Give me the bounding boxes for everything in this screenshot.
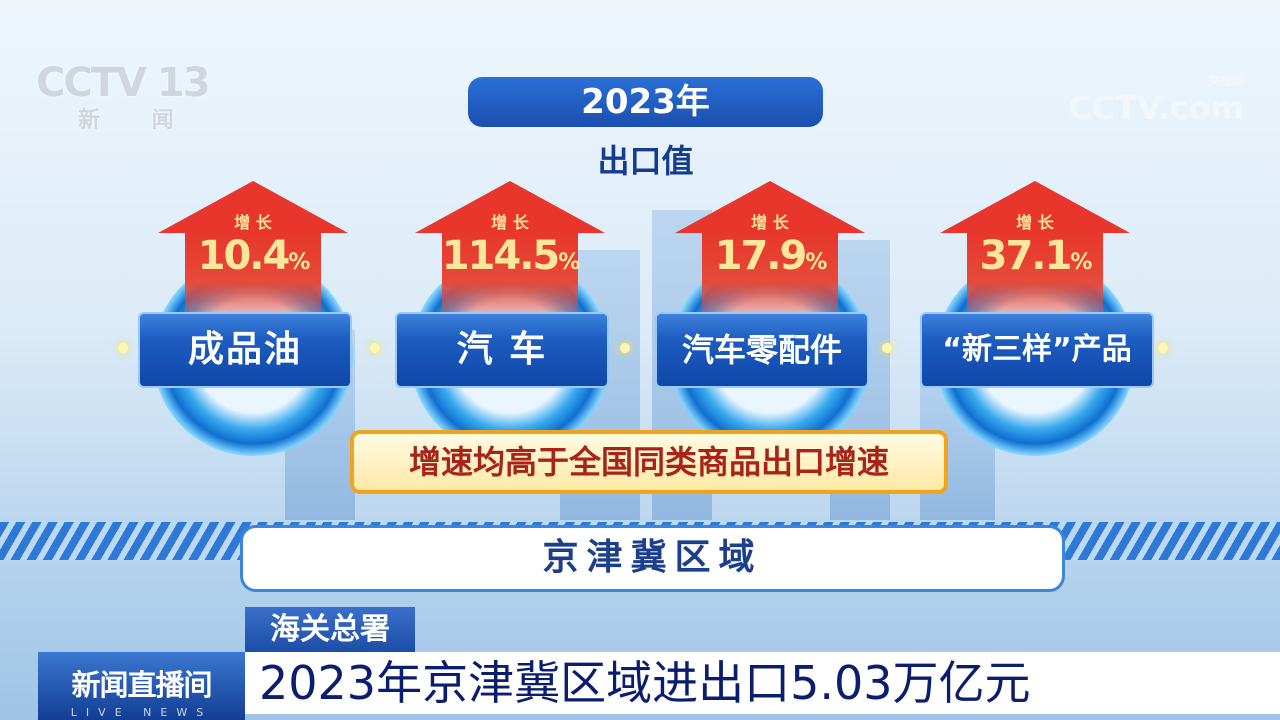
growth-value: 114.5% <box>415 233 605 279</box>
region-label: 京津冀区域 <box>240 525 1065 592</box>
growth-number: 17.9 <box>714 233 808 279</box>
export-item: 增 长 17.9% 汽车零配件 <box>655 176 885 456</box>
growth-unit: % <box>558 250 580 275</box>
growth-label: 增 长 <box>1016 213 1054 232</box>
growth-value: 17.9% <box>675 233 865 279</box>
product-name: 汽车零配件 <box>655 312 869 388</box>
connector-dot <box>370 343 380 353</box>
cctv-com-logo: 央视网 CCTV.com <box>1068 72 1244 127</box>
export-item: 增 长 37.1% “新三样”产品 <box>920 176 1154 456</box>
comparison-note: 增速均高于全国同类商品出口增速 <box>350 430 948 494</box>
growth-number: 10.4 <box>197 233 291 279</box>
product-name: 汽 车 <box>395 312 609 388</box>
growth-number: 114.5 <box>441 233 561 279</box>
growth-unit: % <box>1070 250 1092 275</box>
connector-dot <box>118 343 128 353</box>
product-name: “新三样”产品 <box>920 312 1154 388</box>
up-arrow-icon: 增 长 114.5% <box>415 181 605 316</box>
growth-unit: % <box>288 250 310 275</box>
growth-value: 37.1% <box>940 233 1130 279</box>
program-logo: 新闻直播间 LIVE NEWS <box>38 652 245 720</box>
export-item: 增 长 114.5% 汽 车 <box>395 176 625 456</box>
up-arrow-icon: 增 长 17.9% <box>675 181 865 316</box>
connector-dot <box>882 343 892 353</box>
export-item: 增 长 10.4% 成品油 <box>138 176 368 456</box>
connector-dot <box>620 343 630 353</box>
growth-number: 37.1 <box>979 233 1073 279</box>
up-arrow-icon: 增 长 37.1% <box>940 181 1130 316</box>
growth-value: 10.4% <box>158 233 348 279</box>
product-name: 成品油 <box>138 312 352 388</box>
subtitle: 出口值 <box>597 142 694 180</box>
site-sub-text: 央视网 <box>1207 74 1244 88</box>
program-name: 新闻直播间 <box>71 668 212 702</box>
news-headline: 2023年京津冀区域进出口5.03万亿元 <box>245 652 1280 714</box>
connector-dot <box>1158 343 1168 353</box>
program-name-en: LIVE NEWS <box>70 706 213 719</box>
site-logo-text: CCTV.com <box>1068 89 1244 127</box>
growth-label: 增 长 <box>234 213 272 232</box>
channel-sub-text: 新 闻 <box>78 108 196 133</box>
growth-unit: % <box>805 250 827 275</box>
growth-label: 增 长 <box>751 213 789 232</box>
year-title: 2023年 <box>468 77 823 127</box>
source-tag: 海关总署 <box>245 607 415 652</box>
growth-label: 增 长 <box>491 213 529 232</box>
up-arrow-icon: 增 长 10.4% <box>158 181 348 316</box>
cctv13-logo: CCTV 13 新 闻 <box>36 60 211 134</box>
channel-logo-text: CCTV 13 <box>36 60 211 106</box>
